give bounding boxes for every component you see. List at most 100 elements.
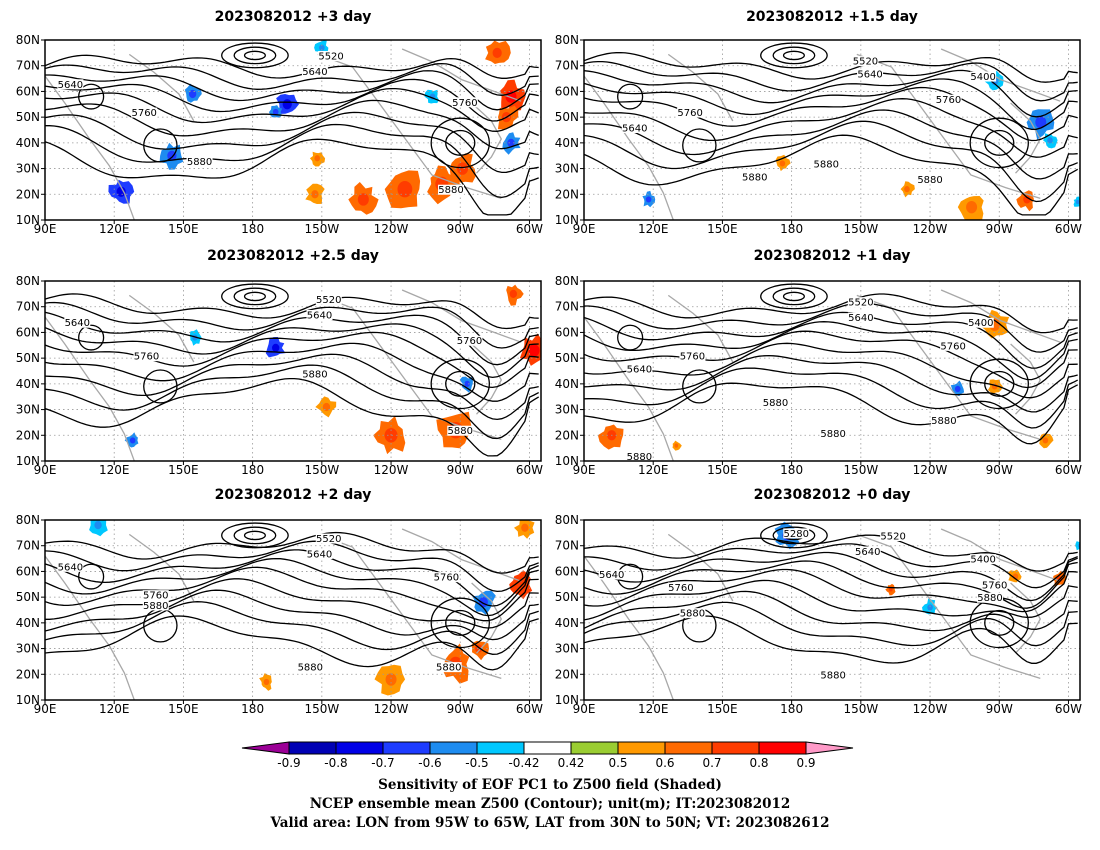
x-tick-label: 90W [447, 463, 474, 477]
colorbar-box [523, 741, 572, 755]
z500-closed-contour [445, 370, 476, 397]
contour-label: 5760 [143, 591, 168, 602]
z500-closed-contour [617, 324, 644, 351]
contour-label-bg [626, 451, 653, 461]
x-tick-label: 120E [99, 222, 130, 236]
colorbar-tick-label: -0.5 [465, 756, 488, 770]
z500-closed-contour [233, 46, 277, 65]
coastline [940, 528, 1061, 582]
panel-title: 2023082012 +1.5 day [746, 9, 918, 25]
contour-label-bg [667, 582, 694, 593]
coastline [1010, 343, 1042, 415]
z500-contour [45, 323, 539, 379]
caption-line-2: NCEP ensemble mean Z500 (Contour); unit(… [310, 796, 791, 812]
contour-label-bg [456, 335, 483, 346]
contour-label: 5880 [977, 593, 1002, 604]
z500-closed-contour [243, 291, 266, 302]
contour-label: 5400 [970, 555, 995, 566]
z500-closed-contour [984, 129, 1015, 156]
contour-label: 5520 [848, 298, 873, 309]
contour-label: 5880 [814, 160, 839, 171]
contour-label: 5520 [853, 57, 878, 68]
y-tick-label: 40N [16, 377, 40, 391]
sensitivity-core [188, 89, 197, 99]
z500-contour [584, 367, 1078, 429]
z500-contour [584, 590, 1078, 632]
z500-contour [584, 311, 1078, 369]
z500-contour [45, 54, 539, 79]
contour-label: 5760 [677, 108, 702, 119]
x-tick-label: 120W [913, 702, 948, 716]
colorbar-box [382, 741, 431, 755]
x-tick-label: 180 [780, 222, 803, 236]
contour-label: 5520 [316, 534, 341, 545]
map-panel: 2023082012 +1.5 day 5520 5640 5400 5760 5760 5… [555, 9, 1082, 236]
x-tick-label: 150W [304, 702, 339, 716]
sensitivity-core [528, 344, 540, 357]
sensitivity-core [904, 186, 910, 193]
x-tick-label: 120W [913, 463, 948, 477]
x-tick-label: 120E [638, 222, 669, 236]
sensitivity-core [521, 523, 529, 532]
coastline [128, 294, 195, 363]
map-panel: 2023082012 +2.5 day 5520 5640 5640 5760 5760 5… [16, 248, 543, 477]
z500-closed-contour [772, 287, 816, 306]
z500-closed-contour [233, 526, 277, 545]
contour-label-bg [626, 364, 653, 374]
y-tick-label: 70N [16, 539, 40, 553]
contour-label: 5880 [438, 185, 463, 196]
contour-label-bg [142, 600, 169, 611]
map-frame [44, 280, 542, 462]
z500-closed-contour [445, 129, 476, 156]
z500-closed-contour [984, 609, 1015, 636]
z500-closed-contour [430, 597, 490, 649]
contour-label: 5640 [302, 67, 327, 78]
sensitivity-core [271, 343, 280, 352]
x-tick-label: 180 [780, 463, 803, 477]
colorbar-right-arrow [805, 741, 854, 755]
map-panel: 2023082012 +3 day 5640 5520 5640 5760 5760 588… [16, 9, 543, 236]
x-tick-label: 150E [707, 702, 738, 716]
x-tick-label: 60W [516, 222, 543, 236]
sensitivity-core [322, 402, 331, 412]
x-tick-label: 90E [34, 463, 57, 477]
z500-contour [584, 321, 1078, 381]
x-tick-label: 180 [241, 222, 264, 236]
contour-label-bg [762, 397, 789, 408]
sensitivity-core [116, 186, 126, 197]
x-tick-label: 60W [516, 463, 543, 477]
contour-label-bg [131, 107, 158, 118]
sensitivity-core [457, 162, 469, 175]
panel-title: 2023082012 +3 day [215, 9, 372, 25]
contour-label-bg [852, 56, 879, 67]
x-tick-label: 120W [374, 702, 409, 716]
sensitivity-core [282, 99, 292, 110]
x-tick-label: 120E [99, 463, 130, 477]
x-tick-label: 60W [516, 702, 543, 716]
z500-contour [584, 382, 1079, 445]
z500-contour [584, 51, 1078, 83]
sensitivity-core [1023, 195, 1031, 204]
z500-contour [45, 353, 539, 421]
contour-label: 5760 [936, 95, 961, 106]
y-tick-label: 10N [555, 213, 579, 227]
y-tick-label: 40N [555, 377, 579, 391]
contour-label: 5880 [187, 157, 212, 168]
contour-label: 5760 [940, 341, 965, 352]
contour-label-bg [847, 297, 874, 308]
y-tick-label: 20N [555, 428, 579, 442]
coastline [940, 48, 1061, 102]
colorbar-tick-label: -0.8 [324, 756, 347, 770]
x-tick-label: 150W [304, 222, 339, 236]
caption-line-1: Sensitivity of EOF PC1 to Z500 field (Sh… [378, 777, 722, 793]
contour-label: 5880 [627, 452, 652, 463]
z500-contour [45, 99, 539, 150]
x-tick-label: 150E [707, 222, 738, 236]
y-tick-label: 60N [555, 564, 579, 578]
y-tick-label: 10N [555, 454, 579, 468]
y-tick-label: 80N [555, 513, 579, 527]
y-tick-label: 30N [555, 642, 579, 656]
z500-closed-contour [143, 128, 178, 163]
z500-contour [584, 601, 1078, 647]
y-tick-label: 30N [16, 403, 40, 417]
